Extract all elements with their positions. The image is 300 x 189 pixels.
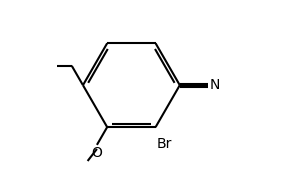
Text: N: N	[210, 78, 220, 92]
Text: Br: Br	[157, 137, 172, 151]
Text: O: O	[92, 146, 102, 160]
